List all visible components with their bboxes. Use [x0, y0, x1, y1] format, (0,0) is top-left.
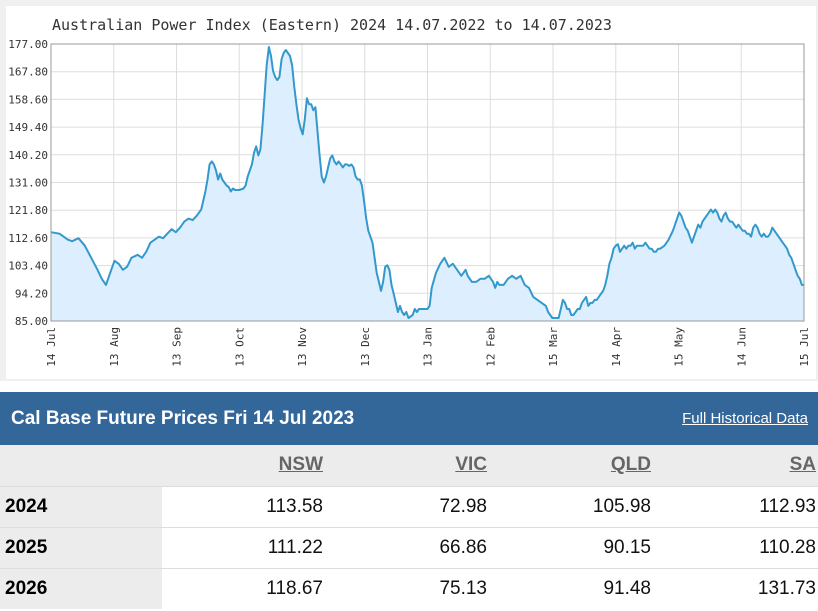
panel-header: Cal Base Future Prices Fri 14 Jul 2023 F…: [0, 392, 818, 445]
cell-value: 113.58: [266, 495, 323, 517]
cell-value: 105.98: [592, 495, 651, 517]
futures-panel: Cal Base Future Prices Fri 14 Jul 2023 F…: [0, 392, 818, 611]
x-tick-label: 13 Oct: [233, 327, 246, 367]
x-axis-ticks: 14 Jul 13 Aug 13 Sep 13 Oct 13 Nov 13 Dec 13 J…: [45, 327, 811, 367]
row-year: 2026: [0, 568, 162, 609]
y-tick-label: 131.00: [8, 177, 48, 190]
cell-value: 75.13: [439, 577, 487, 599]
x-tick-label: 13 Dec: [359, 327, 372, 367]
chart-svg: Australian Power Index (Eastern) 2024 14…: [6, 6, 816, 379]
row-year: 2024: [0, 486, 162, 527]
y-tick-label: 167.80: [8, 66, 48, 79]
x-tick-label: 15 Mar: [547, 327, 560, 367]
area-series: [50, 46, 804, 321]
y-tick-label: 177.00: [8, 38, 48, 51]
x-tick-label: 14 Jul: [45, 327, 58, 367]
cell-value: 118.67: [266, 577, 323, 599]
y-tick-label: 94.20: [15, 287, 48, 300]
y-axis-ticks: 177.00 167.80 158.60 149.40 140.20 131.00 121.…: [8, 38, 48, 328]
x-tick-label: 15 Jul: [798, 327, 811, 367]
y-tick-label: 158.60: [8, 93, 48, 106]
chart-background: [6, 6, 816, 379]
x-tick-label: 14 Jun: [735, 327, 748, 367]
series-line: [50, 46, 804, 319]
x-tick-label: 14 Apr: [610, 327, 623, 367]
price-chart: Australian Power Index (Eastern) 2024 14…: [0, 0, 818, 381]
x-tick-label: 15 May: [673, 327, 686, 367]
x-tick-label: 13 Aug: [108, 327, 121, 367]
x-tick-label: 13 Nov: [296, 327, 309, 367]
y-tick-label: 103.40: [8, 260, 48, 273]
row-year: 2025: [0, 527, 162, 568]
cell-value: 66.86: [439, 536, 487, 558]
column-header-sa[interactable]: SA: [789, 454, 816, 476]
y-tick-label: 112.60: [8, 232, 48, 245]
column-header-vic[interactable]: VIC: [455, 454, 487, 476]
table-row: 2025 111.22 66.86 90.15 110.28: [0, 527, 818, 568]
y-tick-label: 140.20: [8, 149, 48, 162]
prices-table: NSW VIC QLD SA 2024 113.58 72.98 105.98 …: [0, 445, 818, 609]
cell-value: 91.48: [603, 577, 651, 599]
full-historical-data-link[interactable]: Full Historical Data: [682, 410, 808, 427]
area-fill: [51, 47, 804, 321]
column-header-qld[interactable]: QLD: [610, 454, 651, 476]
cell-value: 110.28: [759, 536, 816, 558]
x-tick-label: 12 Feb: [484, 327, 497, 367]
table-header-row: NSW VIC QLD SA: [0, 445, 818, 486]
panel-title: Cal Base Future Prices Fri 14 Jul 2023: [11, 407, 355, 429]
table-row: 2024 113.58 72.98 105.98 112.93: [0, 486, 818, 527]
y-tick-label: 121.80: [8, 204, 48, 217]
cell-value: 131.73: [757, 577, 816, 599]
chart-title: Australian Power Index (Eastern) 2024 14…: [52, 16, 612, 34]
cell-value: 112.93: [759, 495, 816, 517]
table-row: 2026 118.67 75.13 91.48 131.73: [0, 568, 818, 609]
plot-frame: [50, 43, 805, 322]
x-tick-label: 13 Jan: [422, 327, 435, 367]
x-tick-label: 13 Sep: [171, 327, 184, 367]
y-tick-label: 85.00: [15, 315, 48, 328]
cell-value: 90.15: [603, 536, 651, 558]
table-corner: [0, 445, 162, 486]
column-header-nsw[interactable]: NSW: [278, 454, 323, 476]
cell-value: 72.98: [439, 495, 487, 517]
cell-value: 111.22: [267, 536, 323, 558]
y-tick-label: 149.40: [8, 121, 48, 134]
